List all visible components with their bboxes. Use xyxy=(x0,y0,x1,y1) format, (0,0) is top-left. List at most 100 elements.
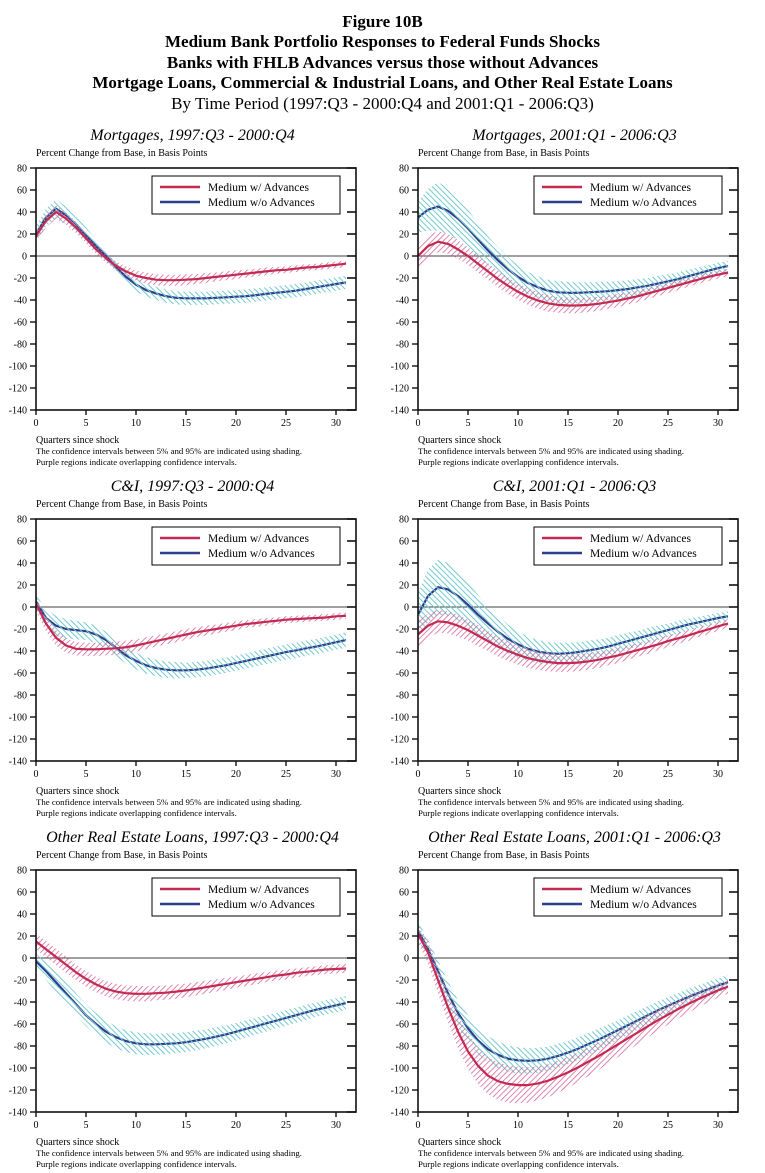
x-tick-label: 10 xyxy=(513,418,523,429)
chart-title: Mortgages, 2001:Q1 - 2006:Q3 xyxy=(472,126,677,144)
y-tick-label: -40 xyxy=(14,295,27,306)
x-tick-label: 5 xyxy=(466,769,471,780)
series-line-medium-w-advances xyxy=(418,240,729,307)
x-tick-label: 20 xyxy=(231,1120,241,1131)
y-tick-label: -120 xyxy=(9,383,27,394)
x-tick-label: 25 xyxy=(281,769,291,780)
x-tick-label: 10 xyxy=(131,1120,141,1131)
y-tick-label: -100 xyxy=(9,1063,27,1074)
plot-frame xyxy=(417,868,739,1113)
x-tick-label: 25 xyxy=(663,769,673,780)
legend: Medium w/ Advances Medium w/o Advances xyxy=(151,877,341,917)
y-tick-label: 20 xyxy=(399,229,409,240)
x-axis-label: Quarters since shock xyxy=(418,1136,502,1148)
x-tick-label: 30 xyxy=(331,769,341,780)
y-tick-label: 60 xyxy=(17,536,27,547)
y-axis-unit-label: Percent Change from Base, in Basis Point… xyxy=(418,147,590,159)
legend-label: Medium w/o Advances xyxy=(590,197,697,209)
x-tick-label: 15 xyxy=(181,769,191,780)
y-tick-label: -100 xyxy=(391,712,409,723)
chart-footnote-2: Purple regions indicate overlapping conf… xyxy=(418,457,619,468)
figure-title-line-3: Mortgage Loans, Commercial & Industrial … xyxy=(92,73,673,93)
x-axis-label: Quarters since shock xyxy=(418,785,502,797)
y-tick-label: 40 xyxy=(17,207,27,218)
confidence-band-medium-wo-advances xyxy=(418,921,728,1074)
chart-panel-mortgages-2001-q1-2006-q3: Mortgages, 2001:Q1 - 2006:Q3 Percent Chan… xyxy=(382,118,764,469)
charts-grid: Mortgages, 1997:Q3 - 2000:Q4 Percent Chan… xyxy=(0,118,765,1171)
y-axis-unit-label: Percent Change from Base, in Basis Point… xyxy=(418,498,590,510)
chart-panel-c-i-2001-q1-2006-q3: C&I, 2001:Q1 - 2006:Q3 Percent Change fro… xyxy=(382,469,764,820)
y-tick-label: -120 xyxy=(9,1085,27,1096)
x-axis-label: Quarters since shock xyxy=(36,785,120,797)
y-tick-label: -100 xyxy=(391,1063,409,1074)
plot-frame xyxy=(35,868,357,1113)
legend-label: Medium w/o Advances xyxy=(208,548,315,560)
series-line-medium-w-advances xyxy=(36,603,347,651)
y-tick-label: -140 xyxy=(9,405,27,416)
x-axis-label: Quarters since shock xyxy=(36,1136,120,1148)
y-tick-label: 40 xyxy=(17,558,27,569)
x-tick-label: 10 xyxy=(131,769,141,780)
x-tick-label: 30 xyxy=(331,1120,341,1131)
chart-footnote-1: The confidence intervals between 5% and … xyxy=(36,1147,303,1158)
confidence-band-medium-wo-advances xyxy=(36,594,346,679)
chart-panel-mortgages-1997-q3-2000-q4: Mortgages, 1997:Q3 - 2000:Q4 Percent Chan… xyxy=(0,118,382,469)
x-tick-label: 0 xyxy=(416,418,421,429)
legend-label: Medium w/o Advances xyxy=(590,898,697,910)
chart-footnote-1: The confidence intervals between 5% and … xyxy=(36,445,303,456)
x-tick-label: 25 xyxy=(281,418,291,429)
chart-canvas: 80 60 40 20 0 -20 -40 -60 -80 -100 -120 -140 0 5 10 15 2… xyxy=(391,514,739,780)
y-tick-label: 0 xyxy=(404,251,409,262)
chart-canvas: 80 60 40 20 0 -20 -40 -60 -80 -100 -120 -140 0 5 10 15 2… xyxy=(391,163,739,429)
y-tick-label: 0 xyxy=(404,953,409,964)
chart-canvas: 80 60 40 20 0 -20 -40 -60 -80 -100 -120 -140 0 5 10 15 2… xyxy=(9,865,357,1131)
y-tick-label: -120 xyxy=(391,734,409,745)
plot-frame xyxy=(417,517,739,762)
y-tick-label: -140 xyxy=(391,756,409,767)
confidence-band-medium-w-advances xyxy=(418,924,728,1103)
x-tick-label: 15 xyxy=(181,418,191,429)
x-tick-label: 20 xyxy=(613,418,623,429)
x-tick-label: 5 xyxy=(466,418,471,429)
y-tick-label: -60 xyxy=(14,668,27,679)
y-tick-label: 80 xyxy=(17,163,27,174)
y-tick-label: -60 xyxy=(14,317,27,328)
y-tick-label: -20 xyxy=(14,624,27,635)
y-tick-label: 0 xyxy=(22,251,27,262)
legend: Medium w/ Advances Medium w/o Advances xyxy=(533,877,723,917)
y-tick-label: 20 xyxy=(17,580,27,591)
chart-title: Other Real Estate Loans, 1997:Q3 - 2000:… xyxy=(46,828,339,846)
y-tick-label: -140 xyxy=(9,756,27,767)
x-tick-label: 25 xyxy=(663,1120,673,1131)
y-tick-label: -80 xyxy=(396,1041,409,1052)
chart-footnote-2: Purple regions indicate overlapping conf… xyxy=(36,808,237,819)
confidence-band-medium-w-advances xyxy=(36,933,346,1002)
chart-title: Other Real Estate Loans, 2001:Q1 - 2006:… xyxy=(428,828,721,846)
y-tick-label: -20 xyxy=(396,624,409,635)
y-tick-label: -140 xyxy=(391,1107,409,1118)
x-tick-label: 25 xyxy=(663,418,673,429)
x-tick-label: 5 xyxy=(84,1120,89,1131)
y-tick-label: -40 xyxy=(396,646,409,657)
legend-label: Medium w/ Advances xyxy=(208,883,309,895)
x-tick-label: 30 xyxy=(713,418,723,429)
confidence-band-medium-w-advances xyxy=(36,205,346,286)
chart-footnote-1: The confidence intervals between 5% and … xyxy=(36,796,303,807)
figure-number: Figure 10B xyxy=(342,12,423,31)
legend-label: Medium w/ Advances xyxy=(208,533,309,545)
chart-panel-other-real-estate-loans-2001-q1-2006-q3: Other Real Estate Loans, 2001:Q1 - 2006:… xyxy=(382,820,764,1171)
chart-canvas: 80 60 40 20 0 -20 -40 -60 -80 -100 -120 -140 0 5 10 15 2… xyxy=(9,163,357,429)
plot-frame xyxy=(35,517,357,762)
chart-canvas: 80 60 40 20 0 -20 -40 -60 -80 -100 -120 -140 0 5 10 15 2… xyxy=(391,865,739,1131)
x-tick-label: 20 xyxy=(613,769,623,780)
y-tick-label: 40 xyxy=(399,909,409,920)
chart-footnote-2: Purple regions indicate overlapping conf… xyxy=(36,457,237,468)
chart-title: Mortgages, 1997:Q3 - 2000:Q4 xyxy=(90,126,295,144)
x-axis-label: Quarters since shock xyxy=(418,434,502,446)
x-tick-label: 15 xyxy=(563,1120,573,1131)
y-tick-label: -80 xyxy=(14,690,27,701)
legend-label: Medium w/ Advances xyxy=(590,533,691,545)
chart-footnote-2: Purple regions indicate overlapping conf… xyxy=(418,1159,619,1170)
y-tick-label: -60 xyxy=(396,668,409,679)
chart-footnote-2: Purple regions indicate overlapping conf… xyxy=(418,808,619,819)
